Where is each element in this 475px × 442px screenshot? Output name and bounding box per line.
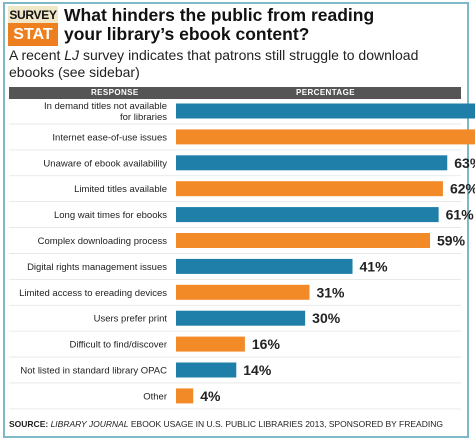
value-label: 41% [360,258,389,274]
category-label: Complex downloading process [38,236,168,247]
source-note: SOURCE: LIBRARY JOURNAL EBOOK USAGE IN U… [9,418,464,430]
title-line-1: What hinders the public from reading [64,5,375,25]
category-label: Users prefer print [94,314,168,325]
bar [176,362,237,378]
category-label: Digital rights management issues [27,262,167,273]
bar [176,181,443,197]
category-label: Other [143,391,167,402]
bar [176,155,448,171]
subtitle-italic: LJ [64,47,80,63]
value-label: 30% [312,310,341,326]
category-label: Limited titles available [74,184,167,195]
source-italic: LIBRARY JOURNAL [50,419,129,429]
category-label-line: for libraries [120,112,167,123]
value-label: 61% [446,207,475,223]
source-rest: EBOOK USAGE IN U.S. PUBLIC LIBRARIES 201… [128,419,443,429]
response-column-header: RESPONSE [91,88,139,97]
category-label: Not listed in standard library OPAC [20,366,167,377]
chart-title: What hinders the public from reading you… [64,6,464,44]
category-label: Long wait times for ebooks [54,210,167,221]
subtitle-prefix: A recent [9,47,65,63]
bar [176,103,475,119]
bar [176,258,353,274]
category-label: Difficult to find/discover [69,340,167,351]
percentage-column-header: PERCENTAGE [296,88,355,97]
table-header-row: RESPONSE PERCENTAGE [9,87,461,99]
chart-subtitle: A recent LJ survey indicates that patron… [9,47,464,81]
badge-top-text: SURVEY [9,8,57,22]
bar [176,284,310,300]
value-label: 16% [252,336,281,352]
category-label: Internet ease-of-use issues [52,132,167,143]
subtitle-rest: survey indicates that patrons still stru… [9,47,419,80]
title-line-2: your library’s ebook content? [64,24,310,44]
value-label: 14% [243,362,272,378]
bar [176,207,439,223]
value-label: 63% [454,155,475,171]
source-label: SOURCE: [9,419,49,429]
category-label-line: In demand titles not available [44,101,167,112]
survey-stat-badge: SURVEY STAT [8,6,58,46]
value-label: 62% [450,181,475,197]
bar [176,336,245,352]
category-label: In demand titles not available for librar… [44,101,167,123]
bar [176,233,431,248]
value-label: 4% [200,388,221,404]
category-label: Unaware of ebook availability [43,158,167,169]
value-label: 59% [437,233,466,249]
value-label: 31% [316,284,345,300]
bar [176,310,306,326]
badge-bottom-text: STAT [8,23,58,46]
bar [176,129,475,145]
bar [176,388,194,404]
category-label: Limited access to ereading devices [19,288,167,299]
